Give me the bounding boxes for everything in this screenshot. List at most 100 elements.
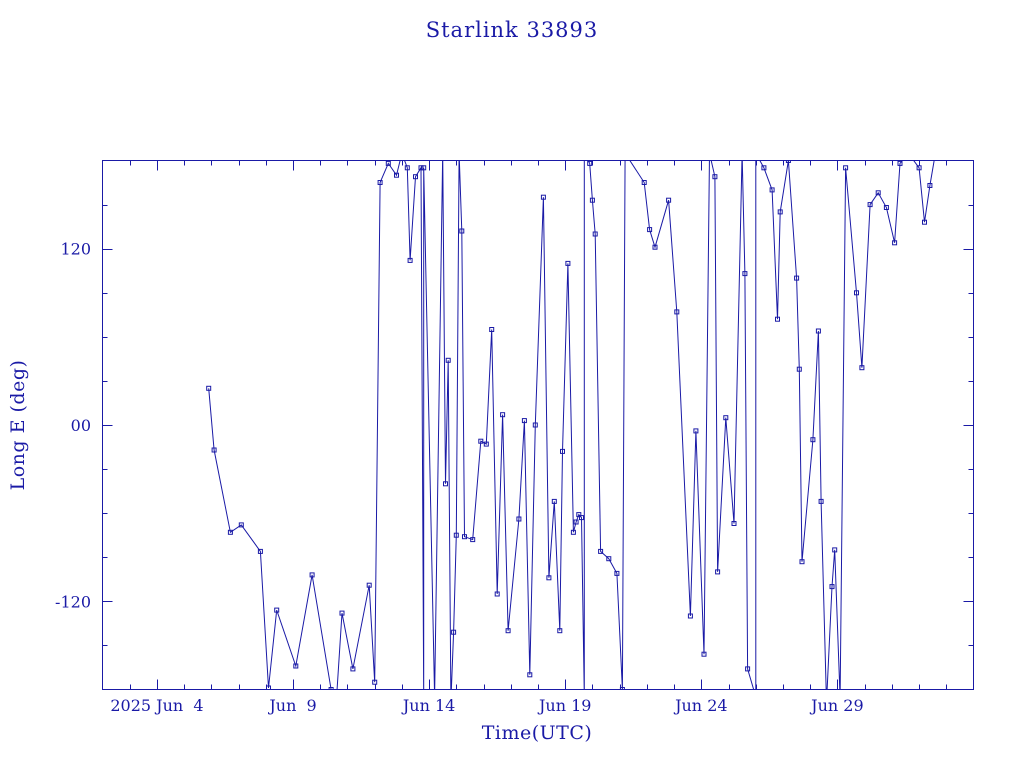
data-point	[206, 385, 212, 391]
data-point	[500, 412, 506, 418]
data-point	[238, 522, 244, 528]
data-point	[540, 194, 546, 200]
x-tick-label: 2025 Jun 4	[110, 696, 203, 715]
x-tick-label: Jun 14	[401, 696, 455, 715]
x-axis-label: Time(UTC)	[482, 722, 593, 744]
data-point	[875, 190, 881, 196]
data-point	[211, 447, 217, 453]
data-point	[516, 516, 522, 522]
data-point	[443, 481, 448, 487]
data-point	[274, 607, 280, 613]
data-point	[257, 548, 263, 554]
series-line	[208, 160, 935, 689]
y-tick-label: -120	[55, 592, 91, 611]
data-point	[843, 165, 849, 171]
data-point	[715, 569, 721, 575]
data-point	[527, 672, 533, 678]
tick-labels: 2025 Jun 4 Jun 9 Jun 14 Jun 19 Jun 24 Jun 29 1…	[55, 240, 864, 715]
data-point	[701, 651, 707, 657]
data-point	[565, 260, 571, 266]
x-tick-label: Jun 24	[673, 696, 727, 715]
y-tick-label: 00	[71, 416, 91, 435]
data-point	[587, 160, 593, 166]
data-point	[293, 663, 299, 669]
data-point	[799, 559, 805, 565]
data-point	[478, 438, 484, 444]
data-point	[652, 244, 658, 250]
data-point	[576, 512, 582, 518]
data-point	[489, 327, 495, 332]
y-tick-label: 120	[60, 240, 91, 259]
data-point	[404, 165, 410, 171]
data-point	[777, 209, 783, 215]
data-point	[892, 240, 898, 246]
data-point	[687, 613, 693, 619]
data-point	[883, 205, 889, 210]
data-point	[494, 591, 500, 597]
data-point	[832, 547, 838, 553]
data-point	[785, 160, 791, 163]
x-tick-label: Jun 9	[267, 696, 316, 715]
data-point	[815, 328, 821, 334]
data-point	[723, 415, 729, 421]
axis-ticks	[102, 160, 974, 690]
data-point	[606, 556, 612, 562]
data-point	[769, 187, 775, 193]
data-point	[818, 498, 824, 504]
data-point	[551, 498, 557, 504]
data-point	[794, 275, 800, 281]
data-point	[573, 519, 579, 525]
data-point	[647, 227, 653, 233]
data-point	[557, 628, 563, 634]
data-point	[366, 582, 372, 588]
data-point	[546, 575, 552, 581]
data-point	[350, 666, 356, 672]
data-point	[641, 180, 647, 185]
data-point	[266, 685, 271, 689]
data-point	[418, 165, 424, 171]
data-point	[570, 529, 576, 535]
data-point	[927, 183, 933, 188]
data-point	[796, 366, 802, 372]
data-point	[453, 532, 459, 538]
data-point	[579, 515, 584, 521]
y-axis-label: Long E (deg)	[7, 360, 29, 491]
data-point	[854, 290, 859, 296]
data-point	[619, 687, 625, 689]
data-point	[922, 219, 927, 225]
data-point	[614, 570, 620, 576]
data-point	[372, 679, 378, 685]
data-point	[339, 610, 345, 616]
data-point	[377, 180, 383, 185]
data-point	[385, 160, 391, 166]
data-point	[666, 197, 672, 203]
data-point	[810, 437, 816, 443]
data-point	[413, 174, 418, 180]
chart-title: Starlink 33893	[426, 18, 599, 42]
data-point	[560, 448, 565, 454]
data-point	[598, 548, 604, 554]
data-point	[328, 687, 334, 689]
data-point	[761, 165, 767, 171]
data-markers	[206, 160, 933, 689]
data-point	[745, 666, 751, 672]
data-point	[227, 529, 233, 535]
data-point	[829, 584, 835, 590]
data-point	[742, 271, 748, 277]
data-point	[897, 160, 903, 166]
data-point	[521, 418, 527, 424]
data-point	[859, 365, 865, 371]
data-point	[731, 521, 737, 526]
data-point	[592, 231, 598, 237]
data-point	[916, 165, 922, 171]
data-point	[309, 572, 315, 578]
data-point	[867, 202, 873, 208]
data-point	[445, 357, 451, 363]
data-point	[712, 174, 718, 180]
data-point	[394, 172, 399, 178]
data-point	[407, 257, 413, 263]
data-point	[462, 534, 467, 540]
data-point	[470, 537, 476, 543]
data-point	[421, 165, 427, 171]
data-point	[775, 316, 780, 322]
